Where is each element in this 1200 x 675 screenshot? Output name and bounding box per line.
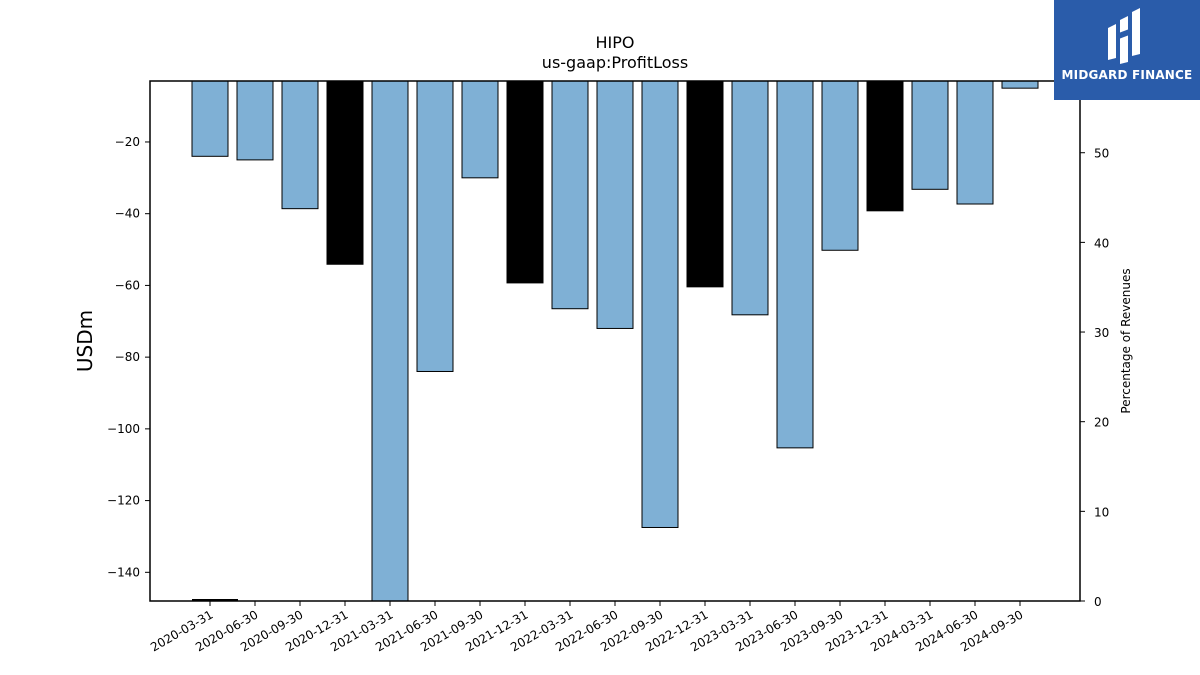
y-axis-label: USDm <box>73 310 97 372</box>
y2-tick-label: 20 <box>1094 416 1109 430</box>
logo-text: MIDGARD FINANCE <box>1061 68 1193 82</box>
baseline-sliver <box>192 599 238 601</box>
y2-tick-label: 30 <box>1094 326 1109 340</box>
bar-2023-06-30 <box>776 80 814 449</box>
y-tick-label: −40 <box>115 207 140 221</box>
bar-2021-12-31 <box>506 80 544 284</box>
bar-2022-06-30 <box>596 80 634 329</box>
bars-group <box>191 80 1039 602</box>
bar-2022-12-31 <box>686 80 724 288</box>
bar-2020-09-30 <box>281 80 319 210</box>
y2-tick-label: 40 <box>1094 236 1109 250</box>
chart-subtitle: us-gaap:ProfitLoss <box>542 53 688 72</box>
y2-tick-label: 0 <box>1094 595 1102 609</box>
y-tick-label: −20 <box>115 135 140 149</box>
y-tick-label: −140 <box>107 565 140 579</box>
plot-frame <box>149 80 1081 602</box>
logo-mark-icon <box>1108 8 1140 64</box>
bar-2020-12-31 <box>326 80 364 265</box>
y-axis-ticks: −20 −40 −60 −80 −100 −120 −140 <box>107 135 150 579</box>
brand-logo: MIDGARD FINANCE <box>1054 0 1200 100</box>
bar-2021-09-30 <box>461 80 499 179</box>
y2-axis-label: Percentage of Revenues <box>1119 268 1133 413</box>
y-tick-label: −60 <box>115 278 140 292</box>
y-tick-label: −100 <box>107 422 140 436</box>
bar-2020-03-31 <box>191 80 229 157</box>
bar-2023-12-31 <box>866 80 904 212</box>
bar-2021-03-31 <box>371 80 409 602</box>
bar-2024-09-30 <box>1001 80 1039 89</box>
y2-tick-label: 10 <box>1094 505 1109 519</box>
chart-title: HIPO <box>596 33 635 52</box>
y-tick-label: −120 <box>107 494 140 508</box>
bar-2023-09-30 <box>821 80 859 251</box>
bar-2022-03-31 <box>551 80 589 310</box>
y2-axis-ticks: 0 10 20 30 40 50 <box>1080 147 1109 609</box>
bar-2024-06-30 <box>956 80 994 205</box>
bar-2020-06-30 <box>236 80 274 161</box>
bar-2023-03-31 <box>731 80 769 316</box>
bar-2021-06-30 <box>416 80 454 372</box>
bar-2024-03-31 <box>911 80 949 190</box>
bar-2022-09-30 <box>641 80 679 528</box>
x-axis-ticks: 2020-03-312020-06-302020-09-302020-12-31… <box>148 601 1026 654</box>
y-tick-label: −80 <box>115 350 140 364</box>
y2-tick-label: 50 <box>1094 147 1109 161</box>
